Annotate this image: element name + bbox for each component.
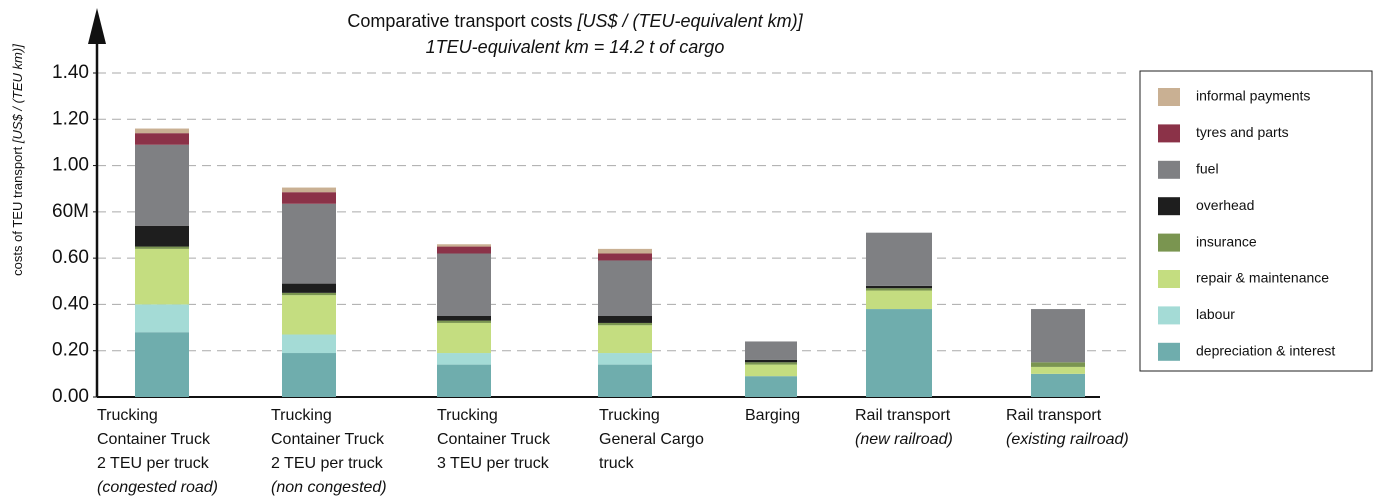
bar-segment xyxy=(866,232,932,286)
chart-subtitle: 1TEU-equivalent km = 14.2 t of cargo xyxy=(426,37,725,57)
bar-segment xyxy=(437,316,491,321)
legend-swatch xyxy=(1158,160,1180,179)
bar-segment xyxy=(135,133,189,145)
bar-segment xyxy=(866,309,932,397)
bar-segment xyxy=(282,295,336,335)
legend-label: repair & maintenance xyxy=(1196,270,1329,286)
bar-segment xyxy=(598,316,652,323)
bar-segment xyxy=(598,253,652,261)
chart-title-unit: [US$ / (TEU-equivalent km)] xyxy=(577,11,804,31)
bar-segment xyxy=(135,248,189,305)
bar-segment xyxy=(745,376,797,397)
chart-title: Comparative transport costs xyxy=(347,11,572,31)
x-tick-label: Rail transport xyxy=(855,407,951,424)
y-axis-arrow xyxy=(88,8,106,44)
x-tick-label: (existing railroad) xyxy=(1006,431,1129,448)
legend-swatch xyxy=(1158,197,1180,216)
bar-segment xyxy=(282,203,336,284)
x-tick-label: Barging xyxy=(745,407,800,424)
legend-label: labour xyxy=(1196,306,1235,322)
legend-swatch xyxy=(1158,342,1180,361)
legend-swatch xyxy=(1158,270,1180,288)
legend-swatch xyxy=(1158,124,1180,143)
bar-segment xyxy=(135,144,189,226)
bar-segment xyxy=(135,225,189,247)
bar-segment xyxy=(282,187,336,193)
bar-segment xyxy=(282,292,336,296)
bar-segment xyxy=(135,332,189,397)
bar-segment xyxy=(437,244,491,247)
y-tick-label: 1.00 xyxy=(52,155,89,176)
x-tick-label: Trucking xyxy=(271,407,332,424)
x-tick-label: 3 TEU per truck xyxy=(437,455,550,472)
legend-label: fuel xyxy=(1196,161,1219,177)
y-tick-label: 0.60 xyxy=(52,247,89,268)
bar-segment xyxy=(598,325,652,354)
x-tick-label: Container Truck xyxy=(271,431,385,448)
legend-label: overhead xyxy=(1196,197,1254,213)
x-tick-label: General Cargo xyxy=(599,431,704,448)
legend-swatch xyxy=(1158,88,1180,106)
bar-segment xyxy=(1031,362,1085,367)
bar-segment xyxy=(135,246,189,249)
bar-segment xyxy=(437,322,491,354)
bar-segment xyxy=(282,192,336,204)
bar-segment xyxy=(437,320,491,323)
legend-label: tyres and parts xyxy=(1196,124,1289,140)
bar-segment xyxy=(745,341,797,360)
bar-segment xyxy=(282,353,336,397)
bar-segment xyxy=(745,364,797,377)
y-tick-label: 0.00 xyxy=(52,386,89,407)
legend-swatch xyxy=(1158,306,1180,325)
legend-swatch xyxy=(1158,233,1180,252)
x-tick-label: Trucking xyxy=(437,407,498,424)
bar-segment xyxy=(1031,309,1085,363)
x-tick-label: Container Truck xyxy=(437,431,551,448)
bar-segment xyxy=(745,359,797,363)
bar-segment xyxy=(866,285,932,289)
bar-segment xyxy=(282,283,336,293)
bar-segment xyxy=(745,362,797,365)
x-tick-label: (non congested) xyxy=(271,479,387,496)
bar-segment xyxy=(598,364,652,397)
bar-segment xyxy=(1031,373,1085,397)
bar-segment xyxy=(598,322,652,326)
y-tick-label: 0.20 xyxy=(52,340,89,361)
x-tick-label: (congested road) xyxy=(97,479,218,496)
x-tick-label: Trucking xyxy=(599,407,660,424)
chart-title-group: Comparative transport costs [US$ / (TEU-… xyxy=(347,11,803,31)
y-tick-label: 1.20 xyxy=(52,108,89,129)
legend-label: insurance xyxy=(1196,233,1257,249)
bar-segment xyxy=(598,353,652,365)
x-tick-label: 2 TEU per truck xyxy=(271,455,384,472)
bar-segment xyxy=(135,128,189,134)
legend-label: depreciation & interest xyxy=(1196,343,1335,359)
y-tick-label: 60M xyxy=(52,201,89,222)
x-tick-label: (new railroad) xyxy=(855,431,953,448)
bar-segment xyxy=(437,353,491,365)
x-tick-label: Container Truck xyxy=(97,431,211,448)
bar-segment xyxy=(598,248,652,254)
bar-segment xyxy=(437,253,491,316)
y-tick-label: 1.40 xyxy=(52,62,89,83)
x-tick-label: Rail transport xyxy=(1006,407,1102,424)
bar-segment xyxy=(1031,366,1085,374)
bar-segment xyxy=(437,246,491,254)
bar-segment xyxy=(866,290,932,310)
legend-box xyxy=(1139,70,1373,372)
legend-label: informal payments xyxy=(1196,88,1310,104)
bar-segment xyxy=(282,334,336,354)
y-label: costs of TEU transport xyxy=(10,146,25,275)
x-tick-label: 2 TEU per truck xyxy=(97,455,210,472)
y-tick-label: 0.40 xyxy=(52,293,89,314)
bar-segment xyxy=(135,304,189,333)
bar-segment xyxy=(437,364,491,397)
x-tick-label: truck xyxy=(599,455,635,472)
y-axis-label: costs of TEU transport [US$ / (TEU km)] xyxy=(10,44,25,276)
x-tick-label: Trucking xyxy=(97,407,158,424)
bar-segment xyxy=(598,260,652,316)
y-label-unit: [US$ / (TEU km)] xyxy=(10,44,25,144)
bar-segment xyxy=(866,288,932,291)
